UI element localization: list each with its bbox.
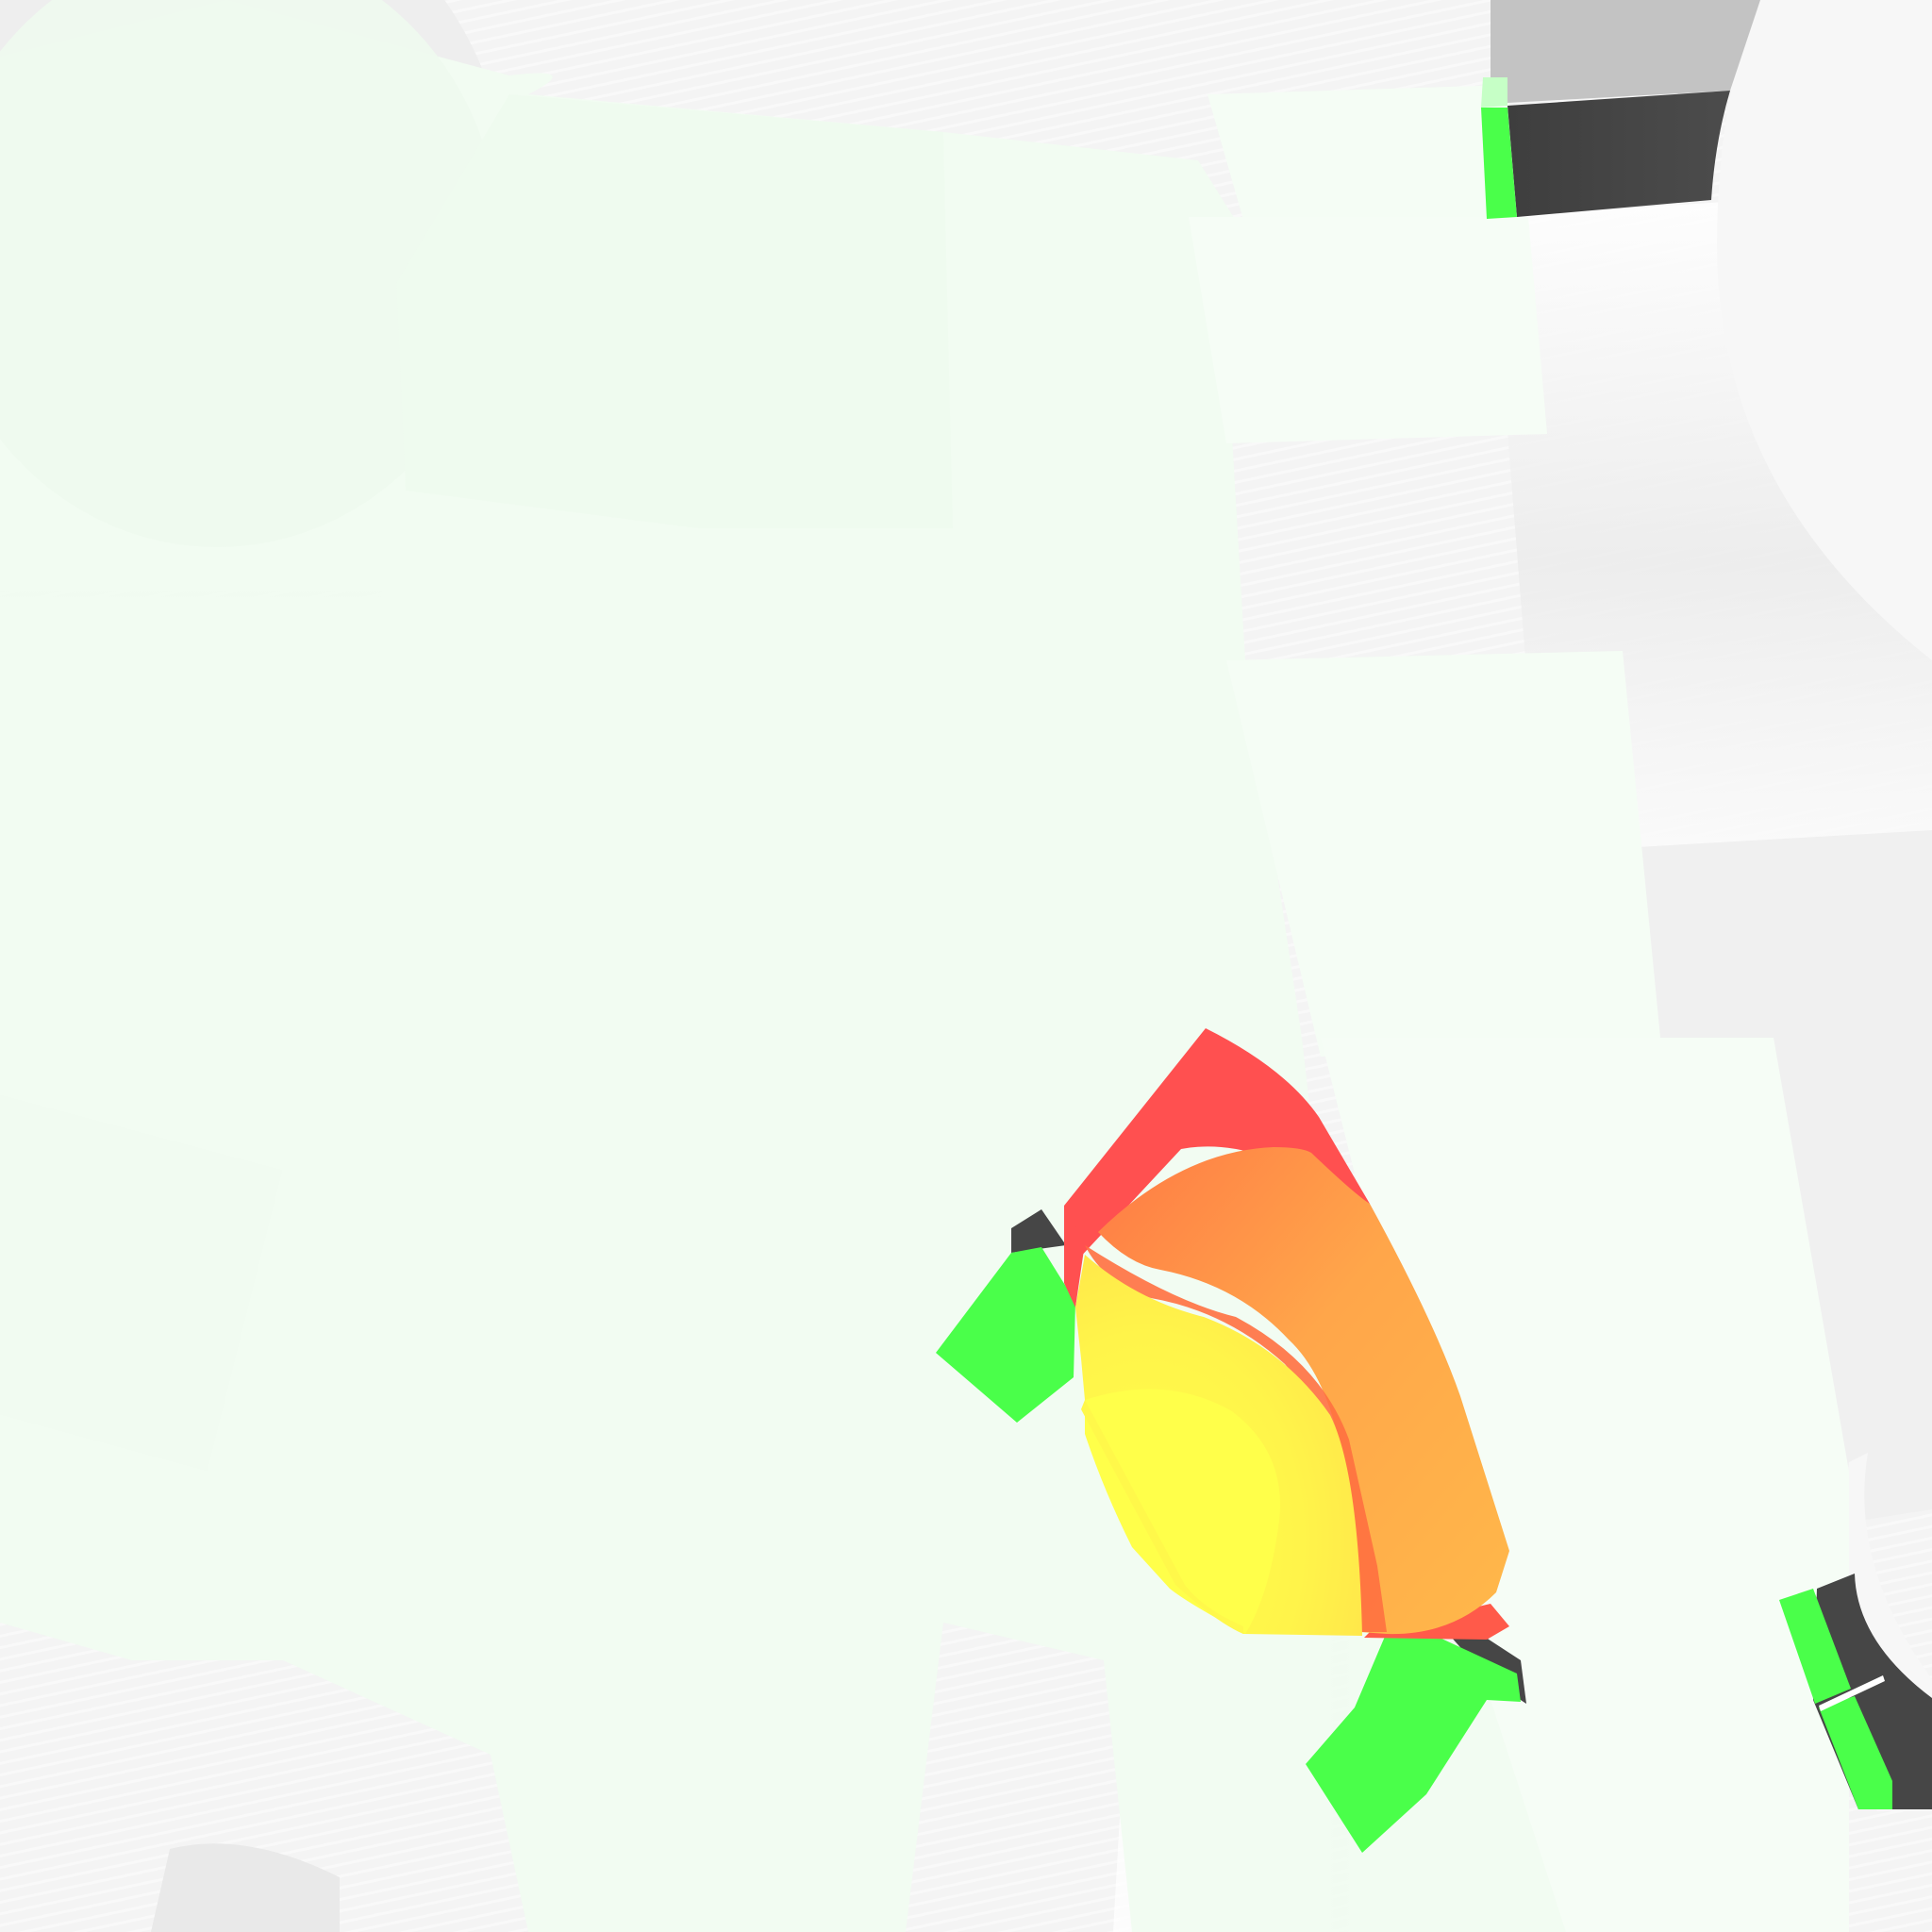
lane-marker (1306, 1632, 1521, 1853)
overlay-region (1189, 217, 1547, 443)
road-curb (1717, 0, 1932, 660)
heatmap-red-edge (1064, 1206, 1085, 1307)
overlay-region (1208, 85, 1509, 226)
lane-divider (1819, 1675, 1885, 1711)
lane-marker (1481, 108, 1517, 219)
overlay-region (1226, 651, 1660, 1057)
lane-marker (936, 1247, 1075, 1423)
asphalt-gray-block (1491, 0, 1760, 104)
lane-marker (1779, 1589, 1851, 1704)
asphalt-dark-block (1507, 91, 1730, 217)
overlay-region (396, 94, 953, 528)
lane-marker (1481, 77, 1507, 108)
asphalt-dark-block (1011, 1209, 1066, 1253)
heatmap-yellow-core (1085, 1389, 1280, 1634)
overlay-region (1321, 1038, 1849, 1932)
road-curb (151, 1843, 340, 1932)
green-lane-markers (936, 77, 1892, 1853)
overlay-region (0, 0, 500, 547)
lane-marker (1819, 1696, 1892, 1809)
heatmap-orange-zone (1098, 1147, 1509, 1635)
heatmap-intersection (1064, 1028, 1509, 1640)
heatmap-red-zone (1064, 1028, 1370, 1260)
heatmap-yellow-rim (1081, 1400, 1243, 1634)
